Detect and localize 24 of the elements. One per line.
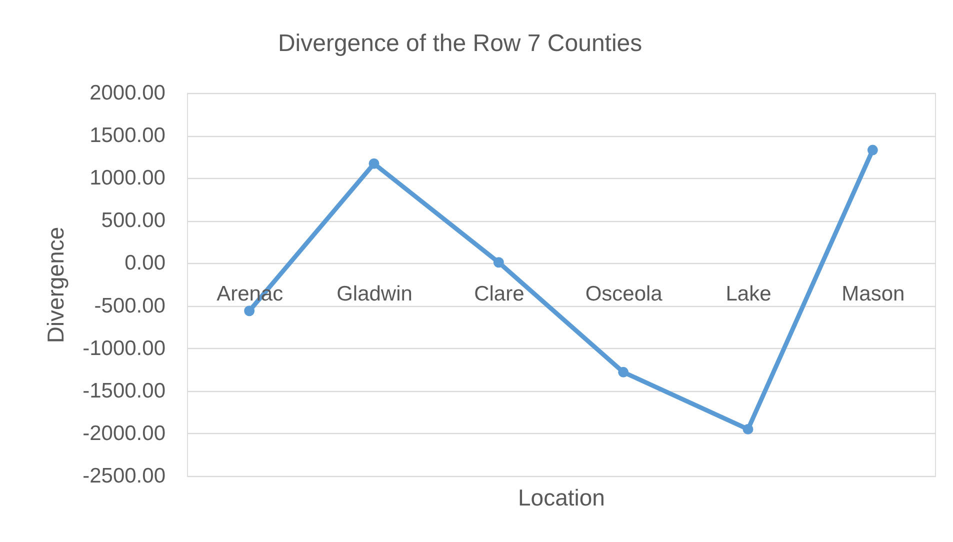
y-tick-label: -2500.00: [82, 464, 166, 488]
point: [742, 424, 754, 434]
x-tick-label: Osceola: [585, 282, 663, 306]
x-tick-label: Mason: [842, 282, 905, 306]
y-tick-label: 1500.00: [90, 124, 166, 148]
point: [493, 257, 504, 268]
x-tick-label: Clare: [474, 282, 524, 306]
y-tick-label: -1000.00: [82, 336, 166, 360]
y-axis-title: Divergence: [42, 226, 69, 344]
point: [867, 144, 878, 156]
point: [368, 158, 380, 169]
x-tick-label: Gladwin: [336, 282, 412, 306]
x-axis-title: Location: [518, 484, 605, 510]
chart-title: Divergence of the Row 7 Counties: [278, 30, 642, 57]
point: [244, 306, 255, 316]
y-tick-label: -1500.00: [82, 379, 166, 402]
x-tick-label: Lake: [726, 282, 772, 306]
y-tick-label: 1000.00: [90, 166, 166, 190]
point: [618, 366, 629, 378]
y-tick-label: -2000.00: [82, 422, 166, 445]
y-tick-label: 500.00: [101, 209, 166, 232]
y-tick-label: 0.00: [124, 252, 166, 275]
y-tick-label: 2000.00: [90, 82, 166, 104]
y-tick-label: -500.00: [94, 294, 166, 318]
